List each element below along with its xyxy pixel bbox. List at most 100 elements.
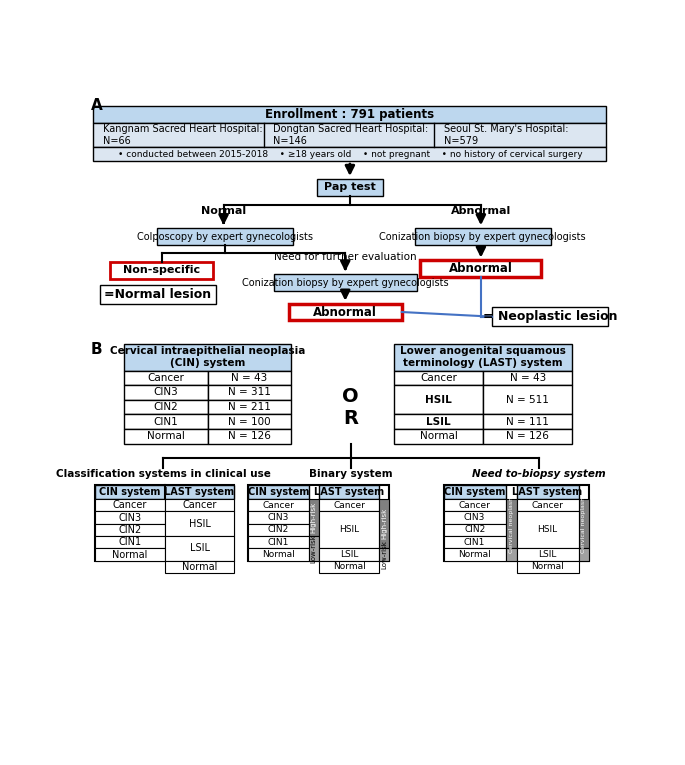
Text: Cancer: Cancer: [333, 501, 365, 509]
FancyBboxPatch shape: [319, 485, 379, 499]
FancyBboxPatch shape: [316, 179, 383, 196]
Text: HSIL: HSIL: [188, 519, 210, 529]
Text: CIN2: CIN2: [268, 526, 289, 535]
Text: Cancer: Cancer: [182, 500, 216, 510]
Text: N = 511: N = 511: [506, 395, 549, 405]
FancyBboxPatch shape: [444, 512, 506, 524]
FancyBboxPatch shape: [516, 485, 579, 499]
Text: High-risk: High-risk: [311, 502, 317, 533]
FancyBboxPatch shape: [483, 415, 573, 429]
FancyBboxPatch shape: [444, 485, 589, 561]
FancyBboxPatch shape: [444, 549, 506, 561]
FancyBboxPatch shape: [319, 561, 379, 573]
FancyBboxPatch shape: [95, 485, 234, 499]
FancyBboxPatch shape: [274, 275, 416, 291]
FancyBboxPatch shape: [516, 549, 579, 561]
Text: LAST system: LAST system: [314, 487, 384, 497]
FancyBboxPatch shape: [290, 304, 402, 321]
FancyBboxPatch shape: [483, 370, 573, 385]
Text: Binary system: Binary system: [309, 470, 393, 480]
Text: =Normal lesion: =Normal lesion: [104, 288, 211, 301]
Text: Need to-biopsy system: Need to-biopsy system: [472, 470, 606, 480]
Text: Normal: Normal: [262, 550, 295, 559]
Text: Pap test: Pap test: [324, 182, 376, 192]
FancyBboxPatch shape: [319, 499, 379, 512]
FancyBboxPatch shape: [483, 385, 573, 415]
Text: Normal: Normal: [112, 549, 147, 559]
FancyBboxPatch shape: [319, 512, 379, 549]
FancyBboxPatch shape: [95, 485, 234, 561]
FancyBboxPatch shape: [415, 228, 551, 245]
FancyBboxPatch shape: [99, 285, 216, 304]
Text: Abnormal: Abnormal: [451, 206, 511, 216]
Text: Cervical intraepithelial neoplasia
(CIN) system: Cervical intraepithelial neoplasia (CIN)…: [110, 347, 306, 368]
FancyBboxPatch shape: [93, 147, 606, 161]
FancyBboxPatch shape: [208, 385, 291, 400]
FancyBboxPatch shape: [95, 499, 164, 512]
Text: = Neoplastic lesion: = Neoplastic lesion: [483, 310, 617, 323]
FancyBboxPatch shape: [444, 499, 506, 512]
Text: CIN3: CIN3: [268, 513, 289, 522]
FancyBboxPatch shape: [125, 400, 208, 415]
FancyBboxPatch shape: [394, 429, 483, 444]
FancyBboxPatch shape: [249, 549, 309, 561]
Text: N = 126: N = 126: [506, 431, 549, 441]
FancyBboxPatch shape: [249, 485, 390, 561]
Text: Low-risk: Low-risk: [311, 534, 317, 563]
Text: Cervical neoplasm: Cervical neoplasm: [508, 495, 514, 553]
Text: A: A: [91, 98, 103, 113]
FancyBboxPatch shape: [93, 122, 606, 147]
FancyBboxPatch shape: [95, 536, 164, 549]
Text: Classification systems in clinical use: Classification systems in clinical use: [55, 470, 271, 480]
FancyBboxPatch shape: [506, 499, 516, 549]
FancyBboxPatch shape: [125, 429, 208, 444]
Text: CIN2: CIN2: [153, 402, 178, 412]
FancyBboxPatch shape: [125, 370, 208, 385]
Text: Normal: Normal: [531, 562, 564, 571]
Text: Normal: Normal: [420, 431, 458, 441]
Text: Dongtan Sacred Heart Hospital:
N=146: Dongtan Sacred Heart Hospital: N=146: [273, 124, 428, 146]
Text: N = 126: N = 126: [228, 431, 271, 441]
FancyBboxPatch shape: [208, 370, 291, 385]
FancyBboxPatch shape: [579, 549, 589, 561]
Text: LSIL: LSIL: [538, 550, 557, 559]
Text: Enrollment : 791 patients: Enrollment : 791 patients: [265, 108, 434, 121]
Text: N = 311: N = 311: [228, 388, 271, 398]
Text: Low-risk: Low-risk: [382, 540, 388, 569]
FancyBboxPatch shape: [208, 400, 291, 415]
FancyBboxPatch shape: [249, 524, 309, 536]
Text: Colposcopy by expert gynecologists: Colposcopy by expert gynecologists: [137, 232, 313, 242]
Text: Cancer: Cancer: [147, 373, 184, 382]
Text: Cancer: Cancer: [420, 373, 457, 382]
Text: HSIL: HSIL: [425, 395, 452, 405]
Text: • conducted between 2015-2018    • ≥18 years old    • not pregnant    • no histo: • conducted between 2015-2018 • ≥18 year…: [118, 150, 582, 158]
FancyBboxPatch shape: [379, 549, 390, 561]
Text: Cervical neoplasm: Cervical neoplasm: [582, 495, 586, 553]
Text: Non-specific: Non-specific: [123, 265, 200, 275]
FancyBboxPatch shape: [506, 549, 516, 561]
Text: Normal: Normal: [458, 550, 491, 559]
Text: Normal: Normal: [147, 431, 185, 441]
FancyBboxPatch shape: [249, 536, 309, 549]
Text: Kangnam Sacred Heart Hospital:
N=66: Kangnam Sacred Heart Hospital: N=66: [103, 124, 262, 146]
Text: LSIL: LSIL: [426, 417, 451, 427]
FancyBboxPatch shape: [516, 561, 579, 573]
FancyBboxPatch shape: [249, 512, 309, 524]
Text: Lower anogenital squamous
terminology (LAST) system: Lower anogenital squamous terminology (L…: [400, 347, 566, 368]
FancyBboxPatch shape: [379, 499, 390, 549]
FancyBboxPatch shape: [579, 499, 589, 549]
FancyBboxPatch shape: [208, 415, 291, 429]
FancyBboxPatch shape: [444, 524, 506, 536]
FancyBboxPatch shape: [394, 370, 483, 385]
FancyBboxPatch shape: [157, 228, 292, 245]
Text: Conization biopsy by expert gynecologists: Conization biopsy by expert gynecologist…: [379, 232, 586, 242]
FancyBboxPatch shape: [394, 343, 573, 370]
Text: LAST system: LAST system: [512, 487, 582, 497]
Text: LAST system: LAST system: [164, 487, 234, 497]
Text: CIN3: CIN3: [119, 513, 141, 522]
Text: CIN system: CIN system: [444, 487, 506, 497]
FancyBboxPatch shape: [125, 415, 208, 429]
FancyBboxPatch shape: [394, 415, 483, 429]
FancyBboxPatch shape: [110, 262, 213, 279]
Text: N = 43: N = 43: [510, 373, 546, 382]
